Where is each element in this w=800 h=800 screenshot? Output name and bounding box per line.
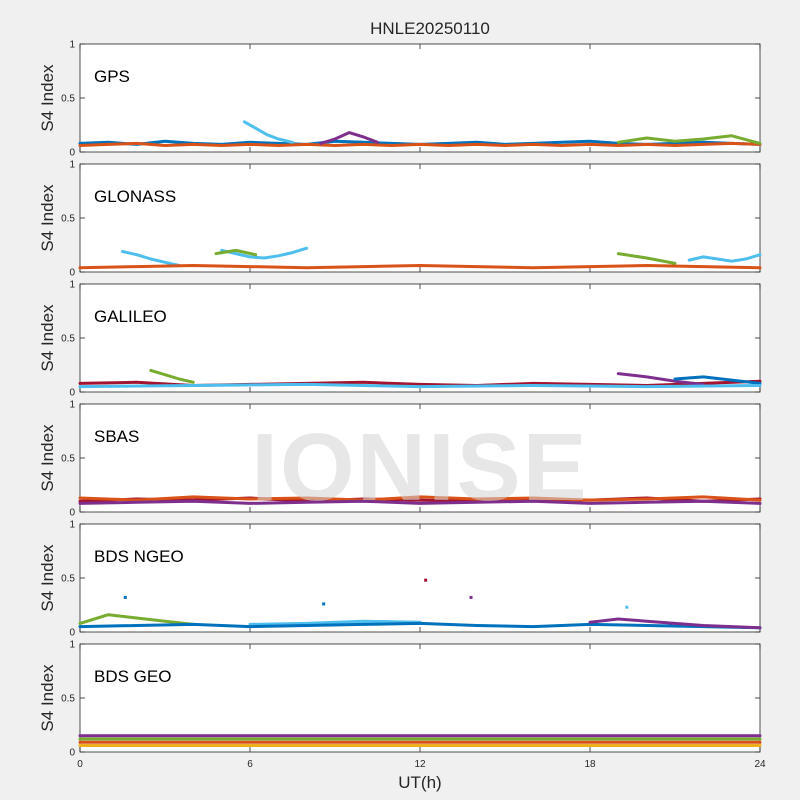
- y-axis-label: S4 Index: [38, 424, 57, 492]
- x-tick-label: 12: [414, 759, 426, 770]
- panels: 0 0.5 1 GPS S4 Index 0 0.5 1 GLONASS S4 Index 0 0.5…: [38, 40, 766, 771]
- plot-area: [79, 643, 761, 753]
- x-tick-label: 18: [584, 759, 596, 770]
- series-point: [322, 602, 326, 606]
- y-tick-label: 0: [69, 148, 75, 159]
- series-line: [220, 246, 309, 260]
- series-line: [319, 131, 379, 145]
- y-axis-label: S4 Index: [38, 664, 57, 732]
- figure-title: HNLE20250110: [370, 19, 490, 38]
- y-tick-label: 0: [69, 268, 75, 279]
- panel-label: GALILEO: [94, 307, 167, 326]
- x-tick-label: 6: [247, 759, 253, 770]
- panel-3: 0 0.5 1 GALILEO S4 Index: [38, 280, 762, 399]
- panel-1: 0 0.5 1 GPS S4 Index: [38, 40, 762, 159]
- y-axis-label: S4 Index: [38, 544, 57, 612]
- y-tick-label: 0.5: [61, 454, 75, 465]
- x-tick-label: 24: [754, 759, 766, 770]
- y-tick-label: 0.5: [61, 214, 75, 225]
- y-tick-label: 1: [69, 40, 75, 51]
- series-line: [78, 499, 762, 505]
- series-line: [214, 248, 258, 257]
- series-line: [616, 372, 705, 386]
- y-axis-label: S4 Index: [38, 184, 57, 252]
- series-line: [248, 619, 422, 626]
- y-tick-label: 1: [69, 160, 75, 171]
- y-tick-label: 0: [69, 388, 75, 399]
- series-line: [149, 368, 195, 384]
- panel-6: 0 0.5 1 0 6 12 18 24 BDS GEO S4 Index: [38, 640, 766, 771]
- series-line: [78, 141, 762, 147]
- series-point: [469, 595, 473, 599]
- panel-4: 0 0.5 1 SBAS S4 Index: [38, 400, 762, 519]
- y-tick-label: 1: [69, 400, 75, 411]
- series-point: [424, 578, 428, 582]
- y-tick-label: 1: [69, 640, 75, 651]
- y-tick-label: 0.5: [61, 94, 75, 105]
- panel-2: 0 0.5 1 GLONASS S4 Index: [38, 160, 762, 279]
- series-line: [78, 264, 762, 270]
- panel-label: BDS NGEO: [94, 547, 184, 566]
- y-tick-label: 1: [69, 520, 75, 531]
- y-tick-label: 0: [69, 748, 75, 759]
- y-tick-label: 0: [69, 628, 75, 639]
- series-line: [78, 495, 762, 502]
- y-tick-label: 1: [69, 280, 75, 291]
- series-point: [625, 605, 629, 609]
- series-line: [78, 621, 762, 630]
- y-tick-label: 0: [69, 508, 75, 519]
- y-axis-label: S4 Index: [38, 64, 57, 132]
- panel-5: 0 0.5 1 BDS NGEO S4 Index: [38, 520, 762, 639]
- panel-label: BDS GEO: [94, 667, 171, 686]
- series-line: [616, 252, 677, 265]
- panel-label: GLONASS: [94, 187, 176, 206]
- plot-area: [79, 403, 761, 513]
- x-tick-label: 0: [77, 759, 83, 770]
- y-tick-label: 0.5: [61, 694, 75, 705]
- series-line: [673, 375, 762, 385]
- panel-label: SBAS: [94, 427, 139, 446]
- series-line: [687, 253, 762, 263]
- series-line: [78, 382, 762, 389]
- y-axis-label: S4 Index: [38, 304, 57, 372]
- plot-area: [79, 43, 761, 153]
- series-point: [123, 595, 127, 599]
- y-tick-label: 0.5: [61, 574, 75, 585]
- plot-area: [79, 283, 761, 393]
- series-line: [121, 250, 181, 267]
- series-line: [588, 617, 762, 630]
- y-tick-label: 0.5: [61, 334, 75, 345]
- series-line: [78, 613, 195, 626]
- series-line: [616, 134, 762, 145]
- plot-area: [79, 163, 761, 273]
- watermark: IONISE: [251, 414, 588, 521]
- panel-label: GPS: [94, 67, 130, 86]
- series-line: [242, 120, 294, 144]
- x-axis-label: UT(h): [398, 773, 441, 792]
- plot-area: [79, 523, 761, 633]
